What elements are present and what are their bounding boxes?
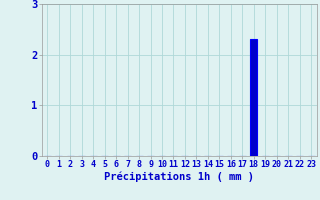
Bar [250,39,257,156]
X-axis label: Précipitations 1h ( mm ): Précipitations 1h ( mm ) [104,172,254,182]
